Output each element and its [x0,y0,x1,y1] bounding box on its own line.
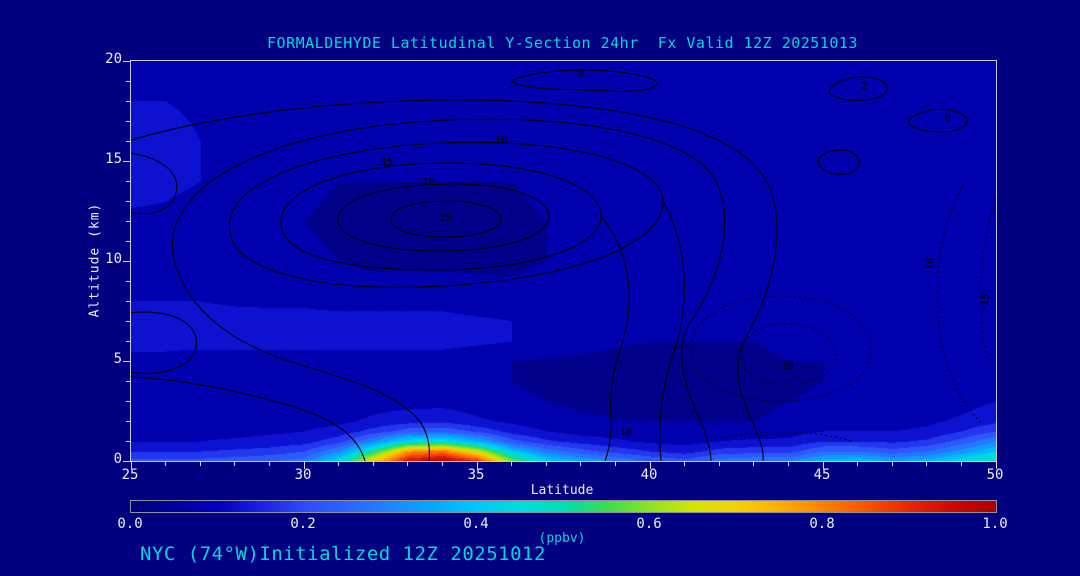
colorbar-tick-label: 0.4 [463,516,489,532]
y-tick-label: 0 [113,451,122,467]
x-major-tick [476,461,478,469]
y-tick-label: 20 [105,51,122,67]
y-minor-tick [126,420,131,422]
x-minor-tick [268,461,270,466]
x-minor-tick [165,461,167,466]
x-minor-tick [338,461,340,466]
x-minor-tick [441,461,443,466]
y-tick-label: 15 [105,151,122,167]
x-major-tick [303,461,305,469]
x-minor-tick [787,461,789,466]
x-minor-tick [857,461,859,466]
contour-label: 20 [422,177,435,188]
contour-label: 15 [381,157,394,168]
y-minor-tick [126,440,131,442]
heatmap-canvas [131,61,996,461]
init-annotation: NYC (74°W)Initialized 12Z 20251012 [140,543,546,565]
contour-label: 0 [577,69,584,80]
positive-contour-lines [131,69,968,461]
x-minor-tick [960,461,962,466]
x-minor-tick [511,461,513,466]
y-tick-label: 10 [105,251,122,267]
colorbar [130,500,997,513]
y-minor-tick [126,220,131,222]
x-tick-label: 45 [813,467,831,483]
x-tick-label: 35 [467,467,485,483]
colorbar-tick-label: 0.2 [290,516,316,532]
contour-label: 2 [861,81,868,92]
contour-overlay [131,69,996,461]
chart-title: FORMALDEHYDE Latitudinal Y-Section 24hr … [267,34,858,52]
x-minor-tick [372,461,374,466]
plot-area: 0 2 0 10 15 20 25 10 -20 -10 -15 [123,60,997,469]
colorbar-tick-label: 0.6 [636,516,662,532]
x-minor-tick [891,461,893,466]
y-minor-tick [126,100,131,102]
y-minor-tick [126,200,131,202]
y-minor-tick [126,140,131,142]
x-tick-label: 25 [121,467,139,483]
colorbar-tick-label: 1.0 [982,516,1008,532]
y-minor-tick [126,400,131,402]
y-major-tick [123,360,131,362]
x-major-tick [822,461,824,469]
y-minor-tick [126,240,131,242]
x-major-tick [130,461,132,469]
contour-label: 0 [944,113,951,124]
x-tick-label: 40 [640,467,658,483]
x-minor-tick [684,461,686,466]
x-minor-tick [234,461,236,466]
x-tick-label: 30 [294,467,312,483]
x-minor-tick [545,461,547,466]
x-minor-tick [407,461,409,466]
x-minor-tick [199,461,201,466]
x-major-tick [995,461,997,469]
y-minor-tick [126,320,131,322]
contour-label: 10 [619,427,632,438]
y-minor-tick [126,180,131,182]
y-major-tick [123,60,131,62]
y-minor-tick [126,80,131,82]
x-tick-label: 50 [986,467,1004,483]
x-minor-tick [926,461,928,466]
x-minor-tick [718,461,720,466]
x-minor-tick [753,461,755,466]
y-minor-tick [126,120,131,122]
x-minor-tick [580,461,582,466]
x-minor-tick [614,461,616,466]
x-major-tick [649,461,651,469]
x-axis-title: Latitude [530,483,594,498]
y-minor-tick [126,300,131,302]
colorbar-tick-label: 0.8 [809,516,835,532]
colorbar-tick-label: 0.0 [117,516,143,532]
y-minor-tick [126,380,131,382]
y-minor-tick [126,340,131,342]
contour-label: -20 [775,361,794,372]
contour-label: 10 [495,135,508,146]
contour-label: 25 [439,213,452,224]
y-major-tick [123,160,131,162]
colorbar-unit-label: (ppbv) [538,531,586,546]
y-major-tick [123,460,131,462]
y-major-tick [123,260,131,262]
y-minor-tick [126,280,131,282]
negative-contour-lines [690,180,996,442]
y-tick-label: 5 [113,351,122,367]
